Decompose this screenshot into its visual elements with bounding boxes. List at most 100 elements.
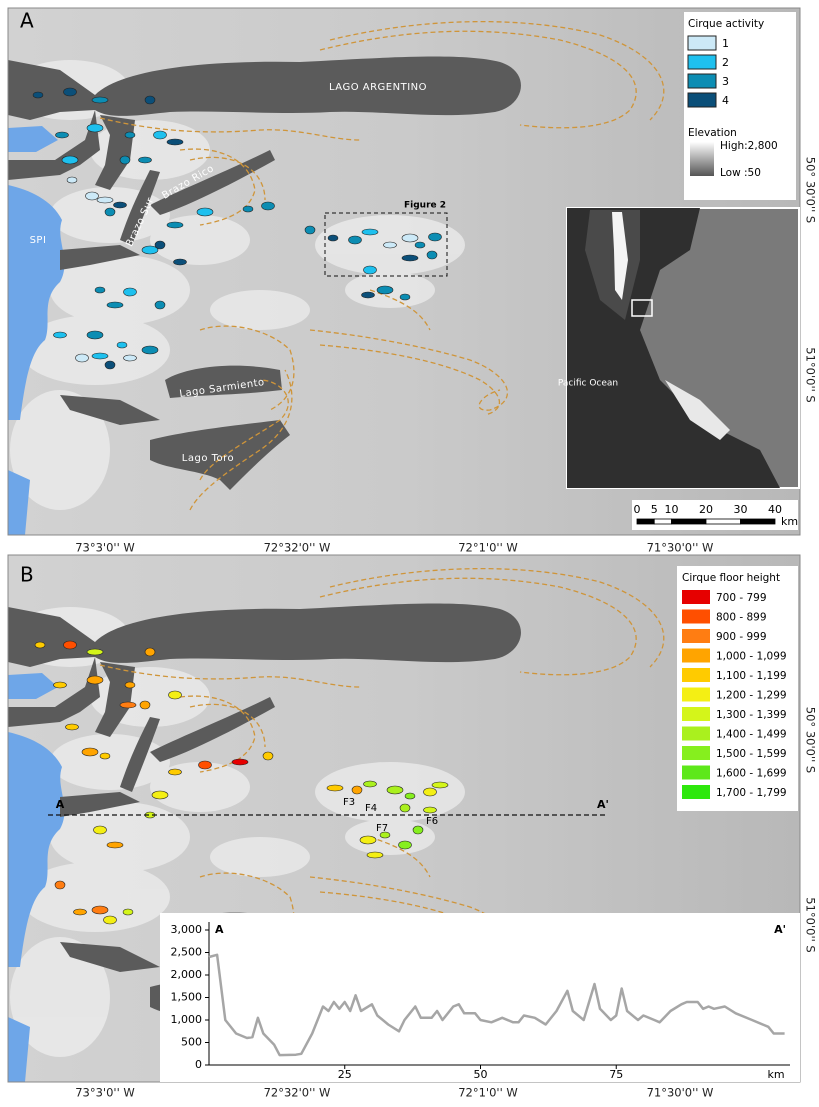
legend-label: 900 - 999 [716, 631, 767, 643]
profile-start: A [215, 923, 224, 936]
cirque [351, 785, 363, 795]
cirque [383, 241, 397, 249]
longitude-label: 72°1'0'' W [458, 541, 518, 555]
profile-panel [160, 913, 800, 1082]
cirque [399, 293, 411, 301]
locator-inset: Pacific Ocean [558, 207, 800, 489]
legend-swatch [682, 687, 710, 702]
scale-bar-box [632, 500, 798, 530]
cirque [401, 233, 419, 243]
x-tick-label: 25 [338, 1068, 352, 1081]
legend-label: 1 [722, 37, 729, 50]
legend-label: 3 [722, 75, 729, 88]
cirque [426, 250, 438, 260]
cirque [34, 641, 46, 649]
legend-label: 1,500 - 1,599 [716, 748, 787, 760]
legend-label: 1,100 - 1,199 [716, 670, 787, 682]
cirque [141, 245, 159, 255]
cirque [32, 91, 44, 99]
cirque [398, 840, 412, 850]
cirque [106, 301, 124, 309]
lake-label: LAGO ARGENTINO [329, 82, 427, 93]
legend-swatch [682, 590, 710, 604]
cirque [423, 806, 437, 814]
legend-swatch [682, 609, 710, 624]
y-tick-label: 1,500 [171, 991, 203, 1004]
legend-label: 700 - 799 [716, 592, 767, 604]
legend-swatch [687, 92, 717, 108]
cirque [124, 131, 136, 139]
cirque [431, 781, 449, 789]
scale-label: 5 [651, 503, 658, 516]
legend-label: 1,200 - 1,299 [716, 690, 787, 702]
legend-label: 800 - 899 [716, 612, 767, 624]
panel-label: A [20, 9, 34, 33]
site-label: F7 [376, 823, 388, 834]
elevation-profile: 0 500 1,000 1,500 2,000 2,500 3,000 25 50 75 km A A' [171, 922, 790, 1081]
scale-segment [671, 518, 707, 525]
cirque [166, 138, 184, 146]
cirque [153, 130, 167, 140]
cirque [86, 675, 104, 685]
cirque [66, 176, 78, 184]
cirque [91, 905, 109, 915]
latitude-label: 51°0'0'' S [804, 897, 818, 952]
cirque [361, 228, 379, 236]
scale-segment [653, 518, 672, 525]
legend-swatch [682, 765, 710, 780]
cirque [173, 258, 187, 266]
cirque [86, 123, 104, 133]
cirque [428, 232, 442, 242]
cirque [116, 341, 128, 349]
elevation-high: High:2,800 [720, 140, 778, 152]
cirque [363, 265, 377, 275]
latitude-label: 51°0'0'' S [804, 347, 818, 402]
cirque [304, 225, 316, 235]
y-tick-label: 0 [195, 1058, 202, 1071]
scale-label: 20 [699, 503, 713, 516]
cirque [104, 360, 116, 370]
cirque [327, 234, 339, 242]
transect-end: A' [597, 798, 609, 811]
cirques-a [32, 87, 442, 370]
legend-swatch [682, 746, 710, 760]
scale-label: 30 [734, 503, 748, 516]
legend-swatch [687, 73, 717, 89]
cirque [168, 690, 182, 700]
y-tick-label: 3,000 [171, 923, 203, 936]
elevation-title: Elevation [688, 127, 737, 139]
legend-label: 1,600 - 1,699 [716, 768, 787, 780]
cirque [359, 835, 377, 845]
longitude-label: 72°1'0'' W [458, 1086, 518, 1100]
legend-swatch [687, 35, 717, 51]
legend-label: 1,300 - 1,399 [716, 709, 787, 721]
longitude-label: 73°3'0'' W [75, 541, 135, 555]
figure2-label: Figure 2 [404, 201, 446, 211]
scale-label: 40 [768, 503, 782, 516]
cirque [242, 205, 254, 213]
cirque [63, 640, 77, 650]
scale-label: 0 [634, 503, 641, 516]
cirques-b [34, 640, 449, 925]
cirque [106, 841, 124, 849]
cirque [94, 286, 106, 294]
cirque [151, 790, 169, 800]
cirque [93, 825, 107, 835]
cirque [261, 201, 275, 211]
cirque [366, 851, 384, 859]
cirque [53, 681, 67, 689]
scale-segment [636, 518, 655, 525]
cirque [231, 758, 249, 766]
legend-label: 2 [722, 56, 729, 69]
cirque [141, 345, 159, 355]
cirque [123, 354, 137, 362]
lake-label: Lago Toro [182, 453, 234, 464]
cirque [104, 207, 116, 217]
cirque [63, 87, 77, 97]
cirque [386, 785, 404, 795]
cirque [401, 254, 419, 262]
longitude-label: 72°32'0'' W [264, 1086, 331, 1100]
profile-end: A' [774, 923, 786, 936]
cirque [198, 760, 212, 770]
cirque [363, 780, 377, 788]
